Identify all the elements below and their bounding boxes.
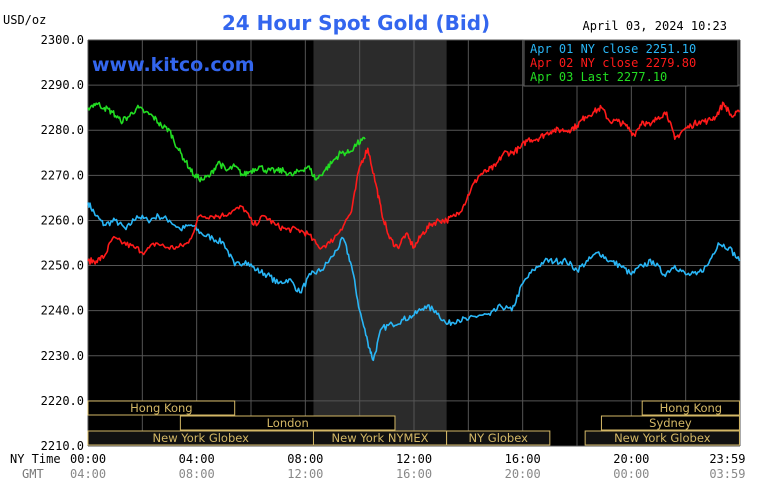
chart-title: 24 Hour Spot Gold (Bid) (222, 11, 490, 35)
session-label: Sydney (649, 416, 692, 430)
session-box (641, 400, 740, 416)
session-label: Hong Kong (130, 401, 193, 415)
legend: Apr 01 NY close 2251.10 Apr 02 NY close … (523, 39, 739, 87)
gmt-label: GMT (22, 467, 44, 481)
session-box (446, 430, 551, 446)
x-tick-label-ny: 08:00 (287, 452, 323, 466)
nymex-shaded-region (313, 40, 447, 446)
ny-time-label: NY Time (10, 452, 61, 466)
x-tick-label-gmt: 16:00 (396, 467, 432, 481)
session-box (600, 415, 740, 431)
x-tick-label-gmt: 00:00 (613, 467, 649, 481)
legend-item-apr02: Apr 02 NY close 2279.80 (530, 56, 696, 70)
x-tick-label-gmt: 08:00 (179, 467, 215, 481)
watermark: www.kitco.com (92, 54, 255, 76)
y-tick-label: 2270.0 (41, 168, 84, 182)
session-label: NY Globex (469, 431, 529, 445)
price-line-series (87, 202, 741, 362)
y-tick-label: 2300.0 (41, 33, 84, 47)
y-tick-label: 2210.0 (41, 439, 84, 453)
date-time-label: April 03, 2024 10:23 (583, 19, 728, 33)
x-tick-label-ny: 12:00 (396, 452, 432, 466)
y-tick-label: 2220.0 (41, 394, 84, 408)
session-box (87, 400, 236, 416)
x-tick-label-gmt: 12:00 (287, 467, 323, 481)
x-tick-label-ny: 16:00 (505, 452, 541, 466)
session-label: New York NYMEX (332, 431, 429, 445)
session-label: New York Globex (614, 431, 711, 445)
session-label: London (267, 416, 309, 430)
x-tick-label-gmt: 04:00 (70, 467, 106, 481)
y-tick-label: 2260.0 (41, 213, 84, 227)
y-tick-label: 2230.0 (41, 349, 84, 363)
session-label: Hong Kong (660, 401, 723, 415)
x-tick-label-gmt: 20:00 (505, 467, 541, 481)
legend-item-apr01: Apr 01 NY close 2251.10 (530, 42, 696, 56)
y-unit-label: USD/oz (3, 13, 46, 27)
session-box (179, 415, 396, 431)
x-tick-label-gmt: 03:59 (709, 467, 745, 481)
price-line-series (87, 101, 366, 183)
legend-box (523, 39, 739, 87)
session-box (584, 430, 740, 446)
x-tick-label-ny: 04:00 (179, 452, 215, 466)
x-tick-label-ny: 00:00 (70, 452, 106, 466)
y-tick-label: 2250.0 (41, 259, 84, 273)
x-tick-label-ny: 23:59 (709, 452, 745, 466)
x-tick-label-ny: 20:00 (613, 452, 649, 466)
y-tick-label: 2280.0 (41, 123, 84, 137)
session-label: New York Globex (153, 431, 250, 445)
y-tick-label: 2290.0 (41, 78, 84, 92)
price-line-series (87, 101, 741, 265)
y-tick-label: 2240.0 (41, 304, 84, 318)
legend-item-apr03: Apr 03 Last 2277.10 (530, 70, 667, 84)
